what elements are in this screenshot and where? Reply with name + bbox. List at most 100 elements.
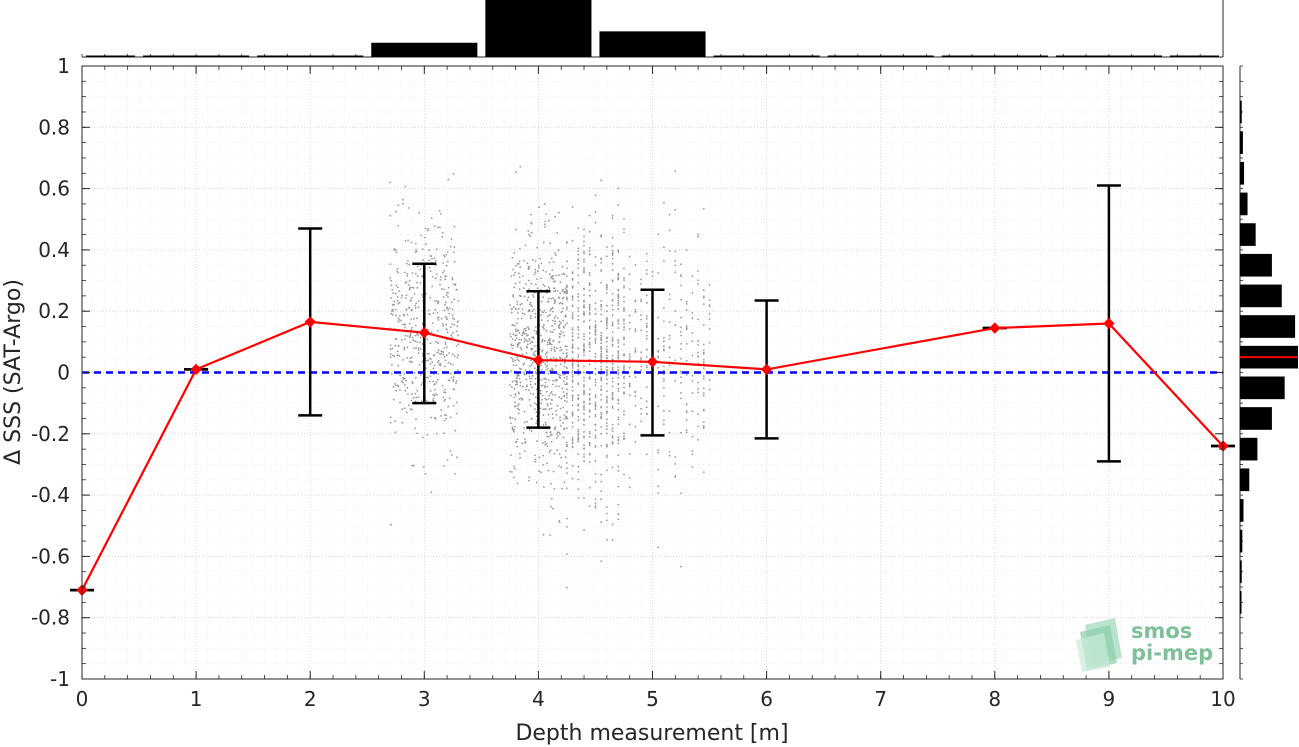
- scatter-point: [566, 241, 568, 243]
- scatter-point: [527, 296, 530, 299]
- scatter-point: [389, 421, 392, 424]
- y-tick-label: -1: [50, 667, 70, 691]
- scatter-point: [550, 343, 553, 346]
- scatter-point: [443, 419, 446, 422]
- scatter-point: [556, 431, 559, 434]
- scatter-point: [566, 352, 568, 354]
- scatter-point: [549, 330, 552, 333]
- scatter-point: [561, 265, 564, 268]
- y-tick-label: -0.6: [31, 544, 70, 568]
- scatter-point: [406, 275, 409, 277]
- scatter-point: [534, 458, 537, 461]
- scatter-point: [702, 377, 705, 380]
- scatter-point: [517, 404, 519, 407]
- scatter-point: [449, 416, 452, 419]
- scatter-point: [416, 265, 419, 268]
- scatter-point: [566, 467, 568, 470]
- scatter-point: [529, 377, 531, 380]
- scatter-point: [571, 379, 574, 381]
- scatter-point: [680, 284, 682, 287]
- scatter-point: [550, 505, 552, 508]
- scatter-point: [623, 386, 625, 389]
- scatter-point: [439, 226, 441, 229]
- tick-labels: 0 1 2 3 4 5 6 7 8 9 10-1-0.8-0.6-0.4-0.200.20.40.6…: [31, 54, 1236, 711]
- scatter-point: [536, 440, 538, 443]
- scatter-point: [401, 381, 404, 384]
- mean-point: [760, 363, 773, 376]
- scatter-point: [547, 398, 550, 400]
- scatter-point: [414, 400, 417, 403]
- scatter-point: [583, 402, 585, 404]
- scatter-point: [566, 462, 568, 464]
- scatter-point: [548, 287, 551, 290]
- scatter-point: [540, 314, 543, 316]
- scatter-point: [550, 349, 553, 352]
- scatter-point: [685, 325, 688, 327]
- scatter-point: [571, 317, 574, 320]
- scatter-point: [544, 220, 547, 223]
- scatter-point: [390, 373, 393, 376]
- scatter-point: [623, 438, 625, 441]
- scatter-point: [564, 345, 567, 348]
- scatter-point: [611, 368, 614, 370]
- scatter-point: [594, 434, 597, 437]
- scatter-point: [623, 377, 625, 379]
- scatter-point: [674, 463, 677, 465]
- scatter-point: [457, 300, 460, 302]
- scatter-point: [529, 392, 532, 395]
- scatter-point: [509, 470, 511, 473]
- scatter-point: [419, 373, 422, 376]
- scatter-point: [577, 250, 580, 253]
- scatter-point: [691, 312, 694, 314]
- scatter-point: [407, 393, 409, 395]
- scatter-point: [562, 319, 565, 322]
- scatter-point: [431, 361, 434, 363]
- scatter-point: [702, 392, 705, 395]
- scatter-point: [702, 349, 705, 351]
- scatter-point: [548, 342, 551, 345]
- scatter-point: [545, 378, 547, 381]
- scatter-point: [600, 281, 603, 284]
- scatter-point: [594, 381, 597, 384]
- scatter-point: [557, 435, 559, 437]
- scatter-point: [606, 432, 608, 435]
- scatter-point: [518, 260, 521, 263]
- scatter-point: [530, 340, 533, 343]
- scatter-point: [415, 418, 417, 420]
- scatter-point: [413, 372, 416, 374]
- scatter-point: [443, 400, 446, 402]
- scatter-point: [571, 328, 574, 331]
- scatter-point: [518, 374, 520, 377]
- scatter-point: [623, 231, 625, 234]
- scatter-point: [577, 295, 580, 298]
- scatter-point: [434, 418, 437, 420]
- top-histogram-bar: [257, 55, 364, 57]
- scatter-point: [600, 385, 603, 388]
- scatter-point: [634, 441, 637, 443]
- scatter-point: [577, 293, 580, 295]
- scatter-point: [594, 337, 597, 340]
- scatter-point: [562, 325, 565, 328]
- scatter-point: [577, 227, 580, 229]
- scatter-point: [606, 406, 608, 408]
- scatter-point: [540, 364, 542, 367]
- scatter-point: [594, 353, 597, 355]
- scatter-point: [404, 271, 406, 274]
- scatter-point: [571, 335, 574, 338]
- scatter-point: [588, 363, 591, 366]
- scatter-point: [410, 297, 413, 299]
- scatter-point: [550, 407, 553, 410]
- scatter-point: [571, 332, 574, 335]
- scatter-point: [553, 299, 556, 301]
- scatter-point: [708, 284, 711, 286]
- side-histogram-bar: [1240, 161, 1245, 185]
- scatter-point: [600, 394, 603, 396]
- scatter-point: [564, 449, 567, 452]
- scatter-point: [594, 401, 597, 404]
- scatter-point: [645, 315, 648, 317]
- scatter-point: [522, 287, 525, 290]
- scatter-point: [583, 258, 585, 261]
- scatter-point: [443, 288, 445, 291]
- scatter-point: [611, 217, 614, 220]
- scatter-point: [551, 269, 554, 271]
